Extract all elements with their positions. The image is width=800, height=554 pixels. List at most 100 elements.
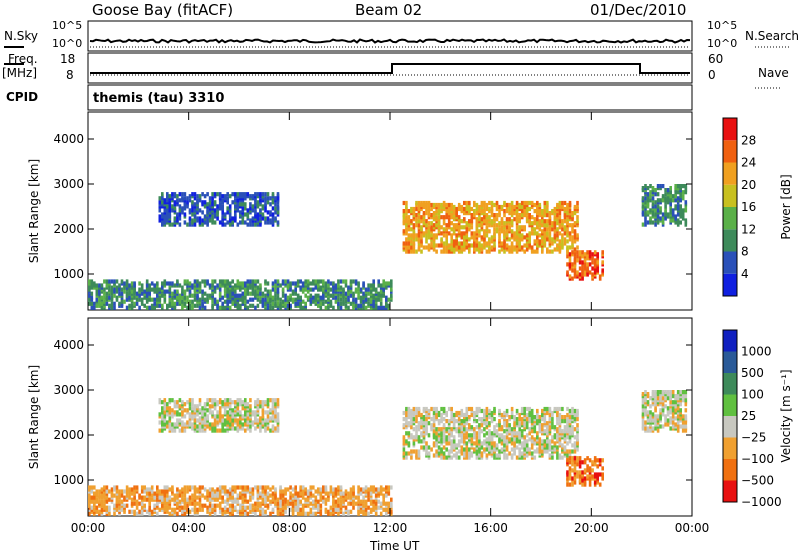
power-cell [576,270,579,275]
power-cell [661,212,665,217]
power-cell [231,216,234,221]
velocity-cell [312,485,315,490]
velocity-region-1 [158,398,280,433]
velocity-cell [483,427,486,432]
power-cell [357,295,360,300]
velocity-cell [533,437,537,442]
velocity-cell [264,410,267,415]
velocity-cell [457,443,461,448]
velocity-cell [276,426,280,431]
power-cell [377,305,380,310]
power-cell [135,291,139,296]
power-cell [445,213,448,218]
velocity-cell [417,412,421,418]
power-cell [510,219,514,224]
power-cell [244,281,247,286]
velocity-cell [241,400,245,405]
power-cell [236,293,240,298]
power-cell [422,200,426,206]
power-cell [644,190,647,195]
power-cell [276,204,280,209]
power-cell [563,241,567,246]
power-cell [304,301,307,306]
power-cell [256,212,260,217]
velocity-cell [457,429,461,434]
power-cell [402,213,406,218]
velocity-cell [301,503,305,508]
velocity-cell [312,511,315,516]
power-cell [161,293,164,298]
power-cell [234,212,237,217]
velocity-cell [440,427,443,432]
power-cell [536,209,539,214]
velocity-cell [130,487,134,492]
velocity-cell [186,408,189,413]
velocity-cell [208,487,212,492]
velocity-cell [314,495,318,500]
velocity-cell [369,507,373,512]
cpid-panel [87,84,693,111]
velocity-cell [435,406,438,412]
velocity-cell [206,398,209,403]
velocity-cell [407,410,411,416]
velocity-cell [546,406,549,412]
power-cell [596,268,599,273]
power-cell [470,213,474,218]
velocity-cell [181,426,184,431]
velocity-cell [520,455,524,460]
velocity-cell [259,509,262,514]
power-cell [193,196,197,201]
power-cell [460,241,464,246]
velocity-cell [525,417,529,422]
velocity-cell [279,503,282,508]
velocity-cell [166,412,169,417]
power-cell [198,305,202,310]
velocity-cell [296,497,300,502]
power-cell [445,245,448,250]
velocity-cell [445,435,448,440]
power-cell [410,245,413,250]
velocity-cell [367,505,370,510]
power-cell [510,209,514,214]
velocity-cell [173,507,177,512]
velocity-cell [148,511,151,516]
velocity-cell [377,505,380,510]
power-cell [239,281,242,286]
velocity-cell [405,421,408,426]
velocity-cell [113,485,116,490]
velocity-cell [244,485,247,490]
power-cell [208,218,212,223]
velocity-cell [322,495,325,500]
power-cell [279,297,282,302]
velocity-cell [364,507,368,512]
power-cell [578,266,582,271]
power-cell [556,209,559,214]
velocity-cell [261,420,265,425]
power-cell [480,217,484,222]
velocity-cell [312,499,315,504]
power-cell [525,200,529,206]
power-cell [536,204,539,210]
velocity-cell [156,497,159,502]
power-cell [274,196,277,201]
velocity-cell [148,497,151,502]
power-cell [269,303,272,308]
velocity-cell [274,414,277,419]
velocity-cell [347,491,350,496]
power-cell [234,192,237,197]
velocity-cell [468,433,471,438]
velocity-cell [208,398,212,403]
velocity-cell [571,468,574,473]
velocity-cell [191,507,194,512]
power-cell [259,295,262,300]
velocity-cell [339,499,343,504]
velocity-cell [218,485,222,490]
power-cell [173,283,177,288]
velocity-cell [191,493,194,498]
velocity-cell [412,410,416,416]
power-cell [412,223,416,228]
velocity-cell [412,449,416,454]
power-cell [181,299,184,304]
power-cell [495,227,499,232]
power-cell [362,299,365,304]
